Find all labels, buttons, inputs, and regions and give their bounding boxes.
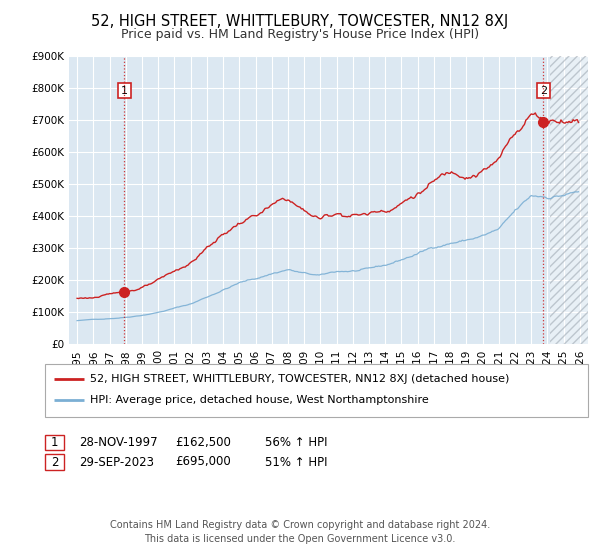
Text: £162,500: £162,500 — [175, 436, 231, 449]
Text: This data is licensed under the Open Government Licence v3.0.: This data is licensed under the Open Gov… — [145, 534, 455, 544]
Text: Contains HM Land Registry data © Crown copyright and database right 2024.: Contains HM Land Registry data © Crown c… — [110, 520, 490, 530]
Text: 2: 2 — [540, 86, 547, 96]
Text: 52, HIGH STREET, WHITTLEBURY, TOWCESTER, NN12 8XJ: 52, HIGH STREET, WHITTLEBURY, TOWCESTER,… — [91, 14, 509, 29]
Bar — [550, 56, 588, 344]
Text: 1: 1 — [121, 86, 128, 96]
Text: 52, HIGH STREET, WHITTLEBURY, TOWCESTER, NN12 8XJ (detached house): 52, HIGH STREET, WHITTLEBURY, TOWCESTER,… — [90, 374, 509, 384]
Text: 2: 2 — [51, 455, 58, 469]
Text: 29-SEP-2023: 29-SEP-2023 — [79, 455, 154, 469]
Text: 56% ↑ HPI: 56% ↑ HPI — [265, 436, 328, 449]
Text: £695,000: £695,000 — [175, 455, 231, 469]
Text: 1: 1 — [51, 436, 58, 449]
Text: 28-NOV-1997: 28-NOV-1997 — [79, 436, 158, 449]
Text: HPI: Average price, detached house, West Northamptonshire: HPI: Average price, detached house, West… — [90, 395, 429, 405]
Text: Price paid vs. HM Land Registry's House Price Index (HPI): Price paid vs. HM Land Registry's House … — [121, 28, 479, 41]
Bar — [550, 56, 588, 344]
Text: 51% ↑ HPI: 51% ↑ HPI — [265, 455, 328, 469]
